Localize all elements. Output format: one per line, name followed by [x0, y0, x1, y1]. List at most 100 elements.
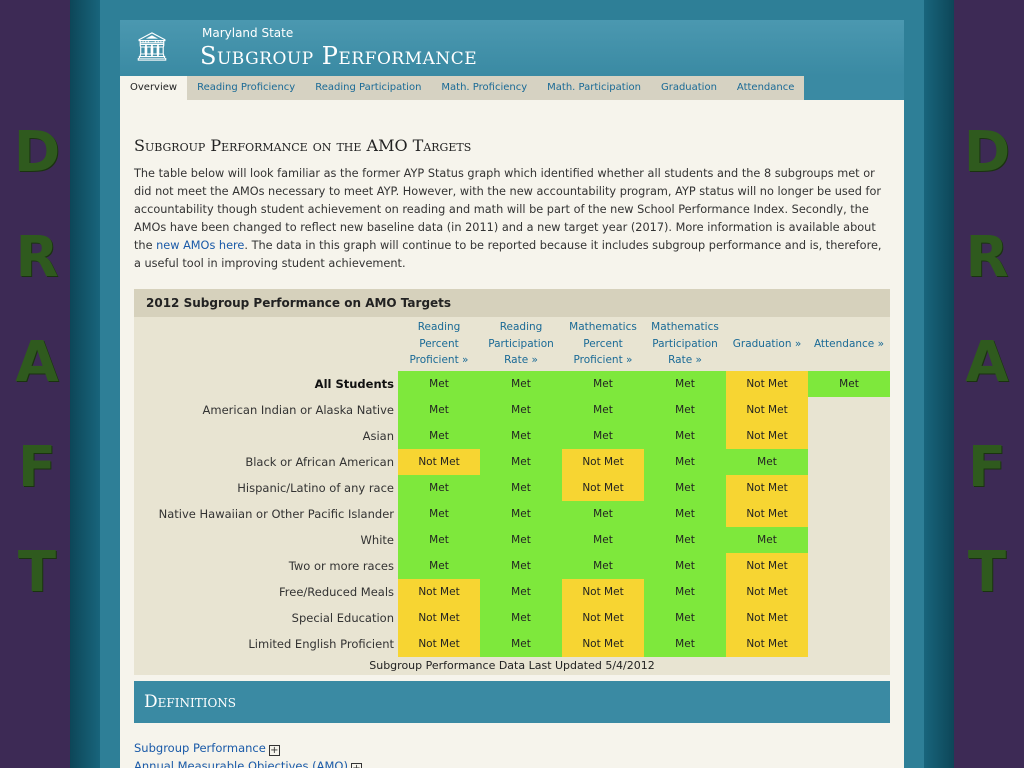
status-cell	[808, 423, 890, 449]
status-cell: Met	[644, 526, 726, 553]
draft-letter: T	[17, 540, 57, 605]
status-cell: Met	[480, 474, 562, 501]
page-title: Subgroup Performance	[200, 42, 478, 70]
status-cell: Met	[562, 370, 644, 397]
status-cell: Met	[562, 396, 644, 423]
tab-math-proficiency[interactable]: Math. Proficiency	[431, 76, 538, 100]
status-cell: Met	[398, 422, 480, 449]
tab-attendance[interactable]: Attendance	[726, 76, 805, 100]
status-cell: Met	[398, 526, 480, 553]
status-cell: Met	[480, 370, 562, 397]
status-cell: Met	[562, 422, 644, 449]
table-row: Native Hawaiian or Other Pacific Islande…	[134, 500, 890, 527]
status-cell: Met	[480, 396, 562, 423]
status-cell: Met	[726, 526, 808, 553]
definition-label: Subgroup Performance	[134, 740, 266, 755]
status-cell: Met	[808, 370, 890, 397]
status-cell: Met	[398, 552, 480, 579]
draft-letter: T	[967, 540, 1007, 605]
corner-cell	[134, 317, 398, 371]
definition-label: Annual Measurable Objectives (AMO)	[134, 758, 348, 768]
status-cell: Met	[398, 474, 480, 501]
subgroup-label: American Indian or Alaska Native	[202, 402, 394, 417]
subgroup-label: White	[360, 532, 394, 547]
status-cell: Not Met	[726, 500, 808, 527]
tab-overview[interactable]: Overview	[120, 76, 188, 100]
column-header-link[interactable]: Reading Participation Rate »	[488, 321, 554, 366]
status-cell	[808, 631, 890, 657]
status-cell: Met	[480, 552, 562, 579]
status-cell	[808, 605, 890, 631]
status-cell	[808, 527, 890, 553]
status-cell: Met	[480, 422, 562, 449]
tab-bar: Overview Reading Proficiency Reading Parti…	[120, 76, 904, 100]
subgroup-label: Hispanic/Latino of any race	[237, 480, 394, 495]
subgroup-label: All Students	[314, 376, 394, 391]
status-cell: Not Met	[726, 578, 808, 605]
table-row: Black or African American Not Met Met Not M…	[134, 448, 890, 475]
status-cell: Met	[644, 422, 726, 449]
status-cell: Met	[562, 500, 644, 527]
building-logo-icon: 🏛	[134, 30, 170, 63]
status-cell: Not Met	[726, 630, 808, 657]
tab-graduation[interactable]: Graduation	[650, 76, 727, 100]
tab-reading-proficiency[interactable]: Reading Proficiency	[187, 76, 306, 100]
status-cell: Not Met	[726, 370, 808, 397]
column-header-link[interactable]: Mathematics Percent Proficient »	[569, 321, 637, 366]
status-cell	[808, 449, 890, 475]
column-header-link[interactable]: Reading Percent Proficient »	[409, 321, 469, 366]
last-updated-note: Subgroup Performance Data Last Updated 5…	[369, 658, 655, 672]
status-cell	[808, 553, 890, 579]
status-cell: Met	[398, 500, 480, 527]
status-cell	[808, 501, 890, 527]
status-cell: Not Met	[562, 474, 644, 501]
status-cell: Met	[644, 552, 726, 579]
expand-plus-icon[interactable]: +	[268, 744, 280, 756]
draft-letter: A	[15, 330, 59, 395]
intro-text-2: . The data in this graph will continue t…	[134, 239, 882, 270]
table-row: Special Education Not Met Met Not Met Met Not…	[134, 604, 890, 631]
status-cell: Not Met	[398, 630, 480, 657]
expand-plus-icon[interactable]: +	[350, 762, 362, 768]
definition-item[interactable]: Annual Measurable Objectives (AMO) +	[134, 757, 890, 768]
status-cell: Met	[644, 578, 726, 605]
status-cell: Met	[480, 500, 562, 527]
draft-letter: R	[965, 225, 1009, 290]
table-title: 2012 Subgroup Performance on AMO Targets	[134, 289, 890, 317]
main-content: Subgroup Performance on the AMO Targets …	[120, 136, 904, 768]
new-amos-link[interactable]: new AMOs here	[156, 239, 245, 252]
intro-text-1: The table below will look familiar as th…	[134, 167, 882, 252]
column-header-link[interactable]: Mathematics Participation Rate »	[651, 321, 719, 366]
intro-paragraph: The table below will look familiar as th…	[134, 165, 890, 273]
subgroup-label: Native Hawaiian or Other Pacific Islande…	[158, 506, 394, 521]
table-row: Hispanic/Latino of any race Met Met Not Met…	[134, 474, 890, 501]
status-cell: Not Met	[726, 552, 808, 579]
column-header-link[interactable]: Attendance »	[813, 337, 885, 350]
table-row: Two or more races Met Met Met Met Not Met	[134, 552, 890, 579]
status-cell: Met	[644, 500, 726, 527]
status-cell: Met	[562, 526, 644, 553]
status-cell: Met	[644, 604, 726, 631]
subgroup-label: Limited English Proficient	[248, 636, 394, 651]
status-cell: Not Met	[726, 604, 808, 631]
status-cell: Not Met	[398, 578, 480, 605]
table-row: All Students Met Met Met Met Not Met Met	[134, 370, 890, 397]
subgroup-label: Asian	[362, 428, 394, 443]
amo-table: Reading Percent Proficient » Reading Part…	[134, 317, 890, 657]
status-cell: Met	[644, 396, 726, 423]
column-header-link[interactable]: Graduation »	[732, 337, 802, 350]
draft-letter: F	[17, 435, 57, 500]
page: 🏛 Maryland State Subgroup Performance Ov…	[120, 20, 904, 768]
table-row: Free/Reduced Meals Not Met Met Not Met Met No…	[134, 578, 890, 605]
table-row: American Indian or Alaska Native Met Met Me…	[134, 396, 890, 423]
status-cell: Met	[644, 370, 726, 397]
header-subtitle: Maryland State	[202, 26, 294, 40]
subgroup-label: Special Education	[291, 610, 394, 625]
tab-reading-participation[interactable]: Reading Participation	[305, 76, 432, 100]
status-cell: Not Met	[726, 422, 808, 449]
definition-item[interactable]: Subgroup Performance +	[134, 739, 890, 757]
status-cell: Met	[480, 630, 562, 657]
table-row: Limited English Proficient Not Met Met Not …	[134, 630, 890, 657]
tab-math-participation[interactable]: Math. Participation	[537, 76, 651, 100]
